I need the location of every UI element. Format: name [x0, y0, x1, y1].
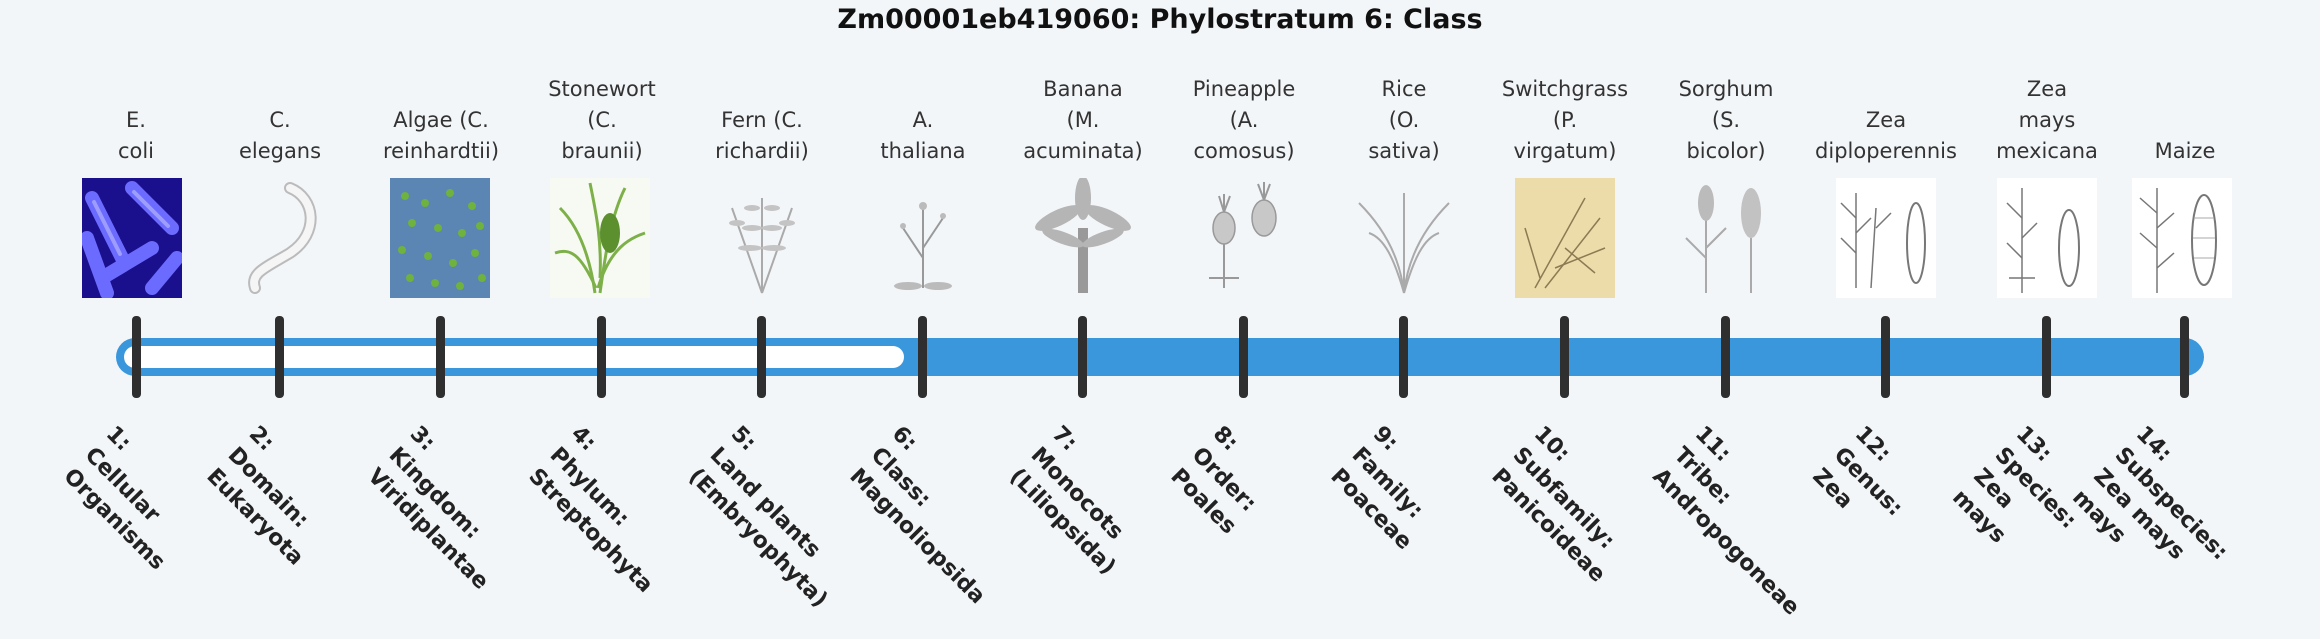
organism-label-4: Stonewort (C. braunii): [548, 77, 656, 163]
timeline-tick-13: [2042, 316, 2051, 398]
rank-label-1: 1: Cellular Organisms: [58, 421, 170, 576]
organism-label-13: Zea mays mexicana: [1996, 77, 2098, 163]
timeline-unfilled-segment: [124, 346, 904, 368]
worm-image: [230, 178, 330, 298]
organism-label-11: Sorghum (S. bicolor): [1678, 77, 1774, 163]
timeline-tick-3: [436, 316, 445, 398]
rank-label-10: 10: Subfamily: Panicoideae: [1486, 421, 1620, 588]
organism-label-6: A. thaliana: [880, 108, 966, 163]
rank-label-4: 4: Phylum: Streptophyta: [523, 421, 658, 598]
timeline-tick-14: [2180, 316, 2189, 398]
timeline-tick-11: [1721, 316, 1730, 398]
sorghum-image: [1676, 178, 1776, 298]
organism-label-9: Rice (O. sativa): [1368, 77, 1440, 163]
organism-label-10: Switchgrass (P. virgatum): [1501, 77, 1629, 163]
timeline-tick-9: [1399, 316, 1408, 398]
ecoli-image: [82, 178, 182, 298]
organism-label-8: Pineapple (A. comosus): [1192, 77, 1296, 163]
timeline-tick-2: [275, 316, 284, 398]
switchgrass-image: [1515, 178, 1615, 298]
rank-label-11: 11: Tribe: Andropogoneae: [1647, 421, 1805, 621]
rank-label-2: 2: Domain: Eukaryota: [201, 421, 314, 571]
zea-mexicana-image: [1997, 178, 2097, 298]
organism-label-1: E. coli: [117, 108, 155, 163]
timeline-tick-8: [1239, 316, 1248, 398]
algae-image: [390, 178, 490, 298]
rice-image: [1354, 178, 1454, 298]
organism-label-5: Fern (C. richardii): [715, 108, 809, 163]
pineapple-image: [1194, 178, 1294, 298]
timeline-tick-5: [757, 316, 766, 398]
stonewort-image: [550, 178, 650, 298]
banana-image: [1033, 178, 1133, 298]
rank-label-7: 7: Monocots (Liliopsida): [1004, 421, 1128, 580]
fern-image: [712, 178, 812, 298]
rank-label-8: 8: Order: Poales: [1165, 421, 1261, 540]
zea-diploperennis-image: [1836, 178, 1936, 298]
rank-label-6: 6: Class: Magnoliopsida: [844, 421, 990, 610]
rank-label-9: 9: Family: Poaceae: [1325, 421, 1428, 555]
organism-label-14: Maize: [2154, 139, 2216, 163]
timeline-tick-4: [597, 316, 606, 398]
organism-label-2: C. elegans: [238, 108, 322, 163]
timeline-tick-6: [918, 316, 927, 398]
timeline-tick-10: [1560, 316, 1569, 398]
organism-label-3: Algae (C. reinhardtii): [382, 108, 500, 163]
arabidopsis-image: [873, 178, 973, 298]
organism-label-7: Banana (M. acuminata): [1023, 77, 1143, 163]
timeline-tick-12: [1881, 316, 1890, 398]
maize-image: [2132, 178, 2232, 298]
organism-label-12: Zea diploperennis: [1815, 108, 1957, 163]
rank-label-3: 3: Kingdom: Viridiplantae: [362, 421, 494, 595]
rank-label-5: 5: Land plants (Embryophyta): [683, 421, 833, 613]
timeline-tick-1: [132, 316, 141, 398]
timeline-tick-7: [1078, 316, 1087, 398]
page-title: Zm00001eb419060: Phylostratum 6: Class: [837, 4, 1483, 35]
